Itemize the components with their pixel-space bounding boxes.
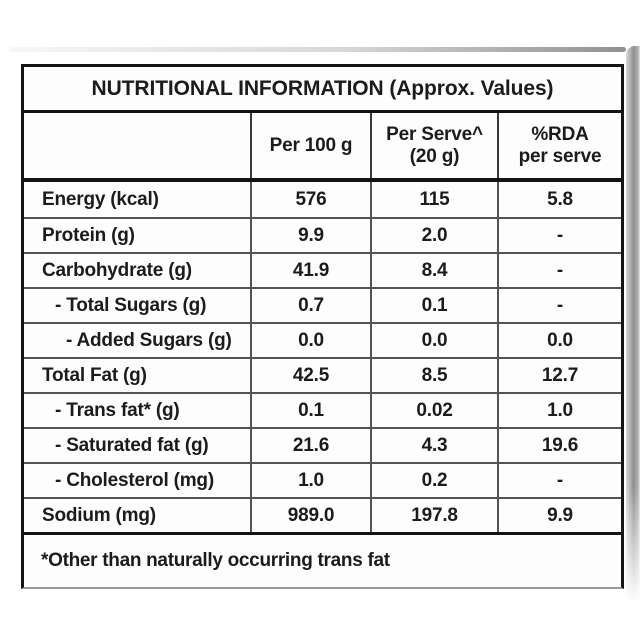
table-row-added-sugars: - Added Sugars (g) 0.0 0.0 0.0 [24, 322, 621, 357]
row-label: Total Fat (g) [42, 364, 147, 386]
value-rda-per-serve: 9.9 [497, 499, 621, 532]
table-title: NUTRITIONAL INFORMATION (Approx. Values) [24, 67, 621, 113]
row-label: Carbohydrate (g) [42, 259, 192, 281]
value-per-serve: 115 [370, 182, 497, 217]
row-label: - Added Sugars (g) [66, 329, 232, 351]
footnote-text: *Other than naturally occurring trans fa… [41, 550, 390, 571]
value-per-100g: 989.0 [250, 499, 370, 532]
row-label: - Cholesterol (mg) [55, 469, 214, 491]
table-row-cholesterol: - Cholesterol (mg) 1.0 0.2 - [24, 462, 621, 497]
table-row-total-sugars: - Total Sugars (g) 0.7 0.1 - [24, 287, 621, 322]
header-per-serve-line2: (20 g) [409, 145, 460, 167]
value-per-serve: 8.5 [370, 359, 497, 392]
label-top-edge-shadow [9, 47, 626, 52]
row-label: - Trans fat* (g) [55, 399, 180, 421]
row-label: - Saturated fat (g) [55, 434, 209, 456]
table-row-total-fat: Total Fat (g) 42.5 8.5 12.7 [24, 357, 621, 392]
header-per-serve-line1: Per Serve^ [386, 124, 483, 146]
value-rda-per-serve: - [497, 254, 621, 287]
table-row-energy: Energy (kcal) 576 115 5.8 [24, 182, 621, 217]
package-edge-shadow [626, 46, 640, 608]
value-rda-per-serve: - [497, 289, 621, 322]
value-per-serve: 2.0 [370, 219, 497, 252]
value-per-100g: 42.5 [250, 359, 370, 392]
value-per-100g: 41.9 [250, 254, 370, 287]
value-per-100g: 1.0 [250, 464, 370, 497]
header-per-serve: Per Serve^ (20 g) [370, 113, 497, 178]
table-header-row: Per 100 g Per Serve^ (20 g) %RDA per ser… [24, 113, 621, 182]
value-per-100g: 0.7 [250, 289, 370, 322]
value-rda-per-serve: 12.7 [497, 359, 621, 392]
value-rda-per-serve: 1.0 [497, 394, 621, 427]
row-label: Sodium (mg) [42, 504, 156, 526]
value-per-serve: 0.0 [370, 324, 497, 357]
header-per-100g-label: Per 100 g [269, 134, 353, 156]
table-row-protein: Protein (g) 9.9 2.0 - [24, 217, 621, 252]
value-rda-per-serve: 5.8 [497, 182, 621, 217]
value-per-serve: 8.4 [370, 254, 497, 287]
nutrition-table: NUTRITIONAL INFORMATION (Approx. Values)… [21, 64, 624, 589]
value-per-serve: 197.8 [370, 499, 497, 532]
table-row-carbohydrate: Carbohydrate (g) 41.9 8.4 - [24, 252, 621, 287]
value-per-serve: 0.02 [370, 394, 497, 427]
header-per-100g: Per 100 g [250, 113, 370, 178]
table-row-saturated-fat: - Saturated fat (g) 21.6 4.3 19.6 [24, 427, 621, 462]
value-rda-per-serve: - [497, 464, 621, 497]
header-rda-line1: %RDA [531, 124, 589, 146]
value-per-100g: 0.1 [250, 394, 370, 427]
value-per-100g: 576 [250, 182, 370, 217]
value-per-100g: 21.6 [250, 429, 370, 462]
value-rda-per-serve: 19.6 [497, 429, 621, 462]
table-row-trans-fat: - Trans fat* (g) 0.1 0.02 1.0 [24, 392, 621, 427]
value-per-serve: 0.1 [370, 289, 497, 322]
header-rda-per-serve: %RDA per serve [497, 113, 621, 178]
row-label: Protein (g) [42, 224, 135, 246]
value-per-serve: 4.3 [370, 429, 497, 462]
value-per-serve: 0.2 [370, 464, 497, 497]
table-row-sodium: Sodium (mg) 989.0 197.8 9.9 [24, 497, 621, 532]
value-per-100g: 9.9 [250, 219, 370, 252]
value-rda-per-serve: 0.0 [497, 324, 621, 357]
value-per-100g: 0.0 [250, 324, 370, 357]
row-label: Energy (kcal) [42, 188, 159, 210]
value-rda-per-serve: - [497, 219, 621, 252]
row-label: - Total Sugars (g) [55, 294, 207, 316]
header-empty-cell [24, 113, 250, 178]
header-rda-line2: per serve [518, 145, 602, 167]
footnote: *Other than naturally occurring trans fa… [24, 532, 621, 587]
